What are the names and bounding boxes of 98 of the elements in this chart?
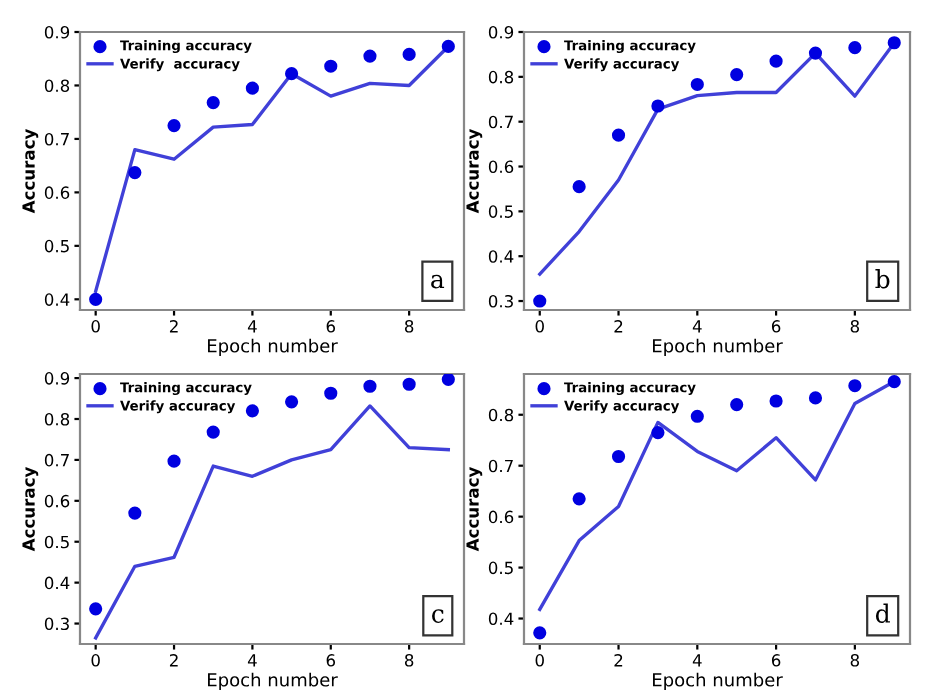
x-tick-label: 6 xyxy=(326,654,336,667)
point xyxy=(730,68,744,82)
y-tick-label: 0.7 xyxy=(44,453,69,467)
annotation: b xyxy=(875,269,890,289)
point xyxy=(402,47,416,62)
point xyxy=(848,41,862,55)
point xyxy=(848,379,862,393)
x-tick-label: 4 xyxy=(247,654,257,667)
x-tick-label: 0 xyxy=(91,654,100,667)
point xyxy=(402,377,416,391)
x-tick-label: 4 xyxy=(247,320,257,333)
point xyxy=(690,77,704,92)
x-tick-label: 4 xyxy=(692,320,702,333)
y-tick-label: 0.5 xyxy=(44,535,69,549)
y-tick-label: 0.9 xyxy=(488,25,514,39)
point xyxy=(611,128,626,142)
y-tick-label: 0.8 xyxy=(44,412,70,426)
point xyxy=(808,46,823,60)
point xyxy=(128,166,142,180)
x-tick-label: 8 xyxy=(404,654,414,667)
point xyxy=(441,39,455,54)
y-tick-label: 0.6 xyxy=(44,494,70,508)
point xyxy=(533,626,547,640)
y-axis-title: Accuracy xyxy=(466,128,483,214)
point xyxy=(363,379,377,393)
x-tick-label: 8 xyxy=(850,654,860,667)
y-tick-label: 0.4 xyxy=(488,250,514,263)
x-axis-title: Epoch number xyxy=(653,672,783,691)
x-tick-label: 2 xyxy=(169,320,178,333)
point xyxy=(324,59,338,73)
point xyxy=(651,426,665,440)
point xyxy=(651,99,665,113)
y-tick-label: 0.7 xyxy=(488,459,513,473)
point xyxy=(441,374,455,386)
x-tick-label: 0 xyxy=(535,320,544,333)
point xyxy=(128,506,142,520)
point xyxy=(533,294,547,308)
x-tick-label: 6 xyxy=(771,654,781,667)
y-tick-label: 0.3 xyxy=(44,617,69,631)
y-tick-label: 0.5 xyxy=(488,561,513,575)
point xyxy=(285,67,299,81)
point xyxy=(808,391,823,405)
y-tick-label: 0.9 xyxy=(44,372,70,385)
annotation: a xyxy=(431,274,445,289)
annotation: d xyxy=(875,603,890,623)
point xyxy=(167,454,181,468)
point xyxy=(887,375,901,389)
y-tick-label: 0.7 xyxy=(44,132,69,146)
point xyxy=(611,449,626,464)
point xyxy=(206,425,220,439)
x-tick-label: 2 xyxy=(614,320,623,333)
y-tick-label: 0.4 xyxy=(44,576,70,590)
y-tick-label: 0.5 xyxy=(44,239,69,253)
y-tick-label: 0.4 xyxy=(44,293,70,306)
y-tick-label: 0.9 xyxy=(44,25,70,39)
x-tick-label: 2 xyxy=(614,654,623,667)
point xyxy=(89,292,103,306)
point xyxy=(285,395,299,409)
point xyxy=(245,404,259,418)
point xyxy=(690,409,704,423)
point xyxy=(730,397,744,412)
y-tick-label: 0.7 xyxy=(488,115,513,129)
y-tick-label: 0.4 xyxy=(488,612,514,626)
point xyxy=(245,81,259,95)
x-tick-label: 2 xyxy=(169,654,178,667)
x-axis-title: Epoch number xyxy=(653,338,783,357)
x-axis-title: Epoch number xyxy=(208,338,338,357)
y-tick-label: 0.5 xyxy=(488,205,513,218)
y-tick-label: 0.6 xyxy=(44,186,70,199)
x-tick-label: 6 xyxy=(771,320,781,333)
point xyxy=(769,394,783,408)
x-tick-label: 0 xyxy=(535,654,544,667)
point xyxy=(769,54,783,68)
x-tick-label: 0 xyxy=(91,320,100,333)
x-tick-label: 6 xyxy=(326,320,336,333)
point xyxy=(324,386,338,400)
point xyxy=(363,49,377,63)
x-tick-label: 8 xyxy=(850,320,860,333)
y-tick-label: 0.6 xyxy=(488,160,514,174)
point xyxy=(89,602,103,616)
point xyxy=(206,95,220,110)
x-tick-label: 8 xyxy=(404,320,414,333)
annotation: c xyxy=(432,609,444,623)
y-axis-title: Accuracy xyxy=(466,466,483,552)
y-tick-label: 0.6 xyxy=(488,510,514,524)
line-series xyxy=(94,404,450,640)
y-tick-label: 0.8 xyxy=(488,408,514,422)
y-tick-label: 0.8 xyxy=(44,79,70,93)
y-tick-label: 0.8 xyxy=(488,70,514,84)
y-tick-label: 0.3 xyxy=(488,294,513,308)
point xyxy=(572,492,586,506)
y-axis-title: Accuracy xyxy=(22,128,39,214)
x-axis-title: Epoch number xyxy=(208,672,338,691)
y-axis-title: Accuracy xyxy=(22,466,39,552)
point xyxy=(887,36,901,50)
point xyxy=(572,180,586,194)
x-tick-label: 4 xyxy=(692,654,702,667)
point xyxy=(167,118,181,133)
